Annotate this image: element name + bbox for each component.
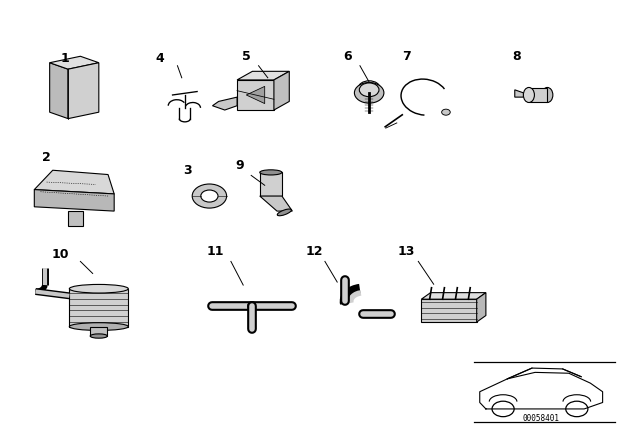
Polygon shape	[90, 327, 108, 336]
Ellipse shape	[69, 323, 128, 331]
Text: 00058401: 00058401	[523, 414, 560, 423]
Ellipse shape	[524, 87, 534, 103]
Polygon shape	[421, 293, 486, 299]
Text: 7: 7	[402, 50, 410, 63]
Polygon shape	[237, 80, 274, 110]
Circle shape	[359, 83, 379, 97]
Circle shape	[442, 109, 451, 115]
Text: 13: 13	[397, 246, 415, 258]
Text: 6: 6	[343, 50, 352, 63]
Polygon shape	[515, 90, 524, 97]
Polygon shape	[246, 86, 265, 103]
Polygon shape	[237, 71, 289, 80]
Polygon shape	[50, 63, 68, 119]
Text: 10: 10	[52, 248, 70, 261]
Circle shape	[358, 81, 380, 96]
Polygon shape	[274, 71, 289, 110]
Circle shape	[192, 184, 227, 208]
Circle shape	[355, 82, 384, 103]
Ellipse shape	[277, 209, 291, 216]
Polygon shape	[529, 88, 547, 102]
Circle shape	[201, 190, 218, 202]
Text: 4: 4	[156, 52, 164, 65]
Text: 2: 2	[42, 151, 51, 164]
Text: 3: 3	[184, 164, 192, 177]
Ellipse shape	[90, 334, 108, 338]
Polygon shape	[68, 211, 83, 226]
Ellipse shape	[69, 284, 128, 293]
Polygon shape	[35, 190, 114, 211]
Polygon shape	[35, 170, 114, 194]
Text: 11: 11	[207, 246, 224, 258]
Polygon shape	[68, 63, 99, 119]
Ellipse shape	[260, 170, 282, 175]
Text: 12: 12	[305, 246, 323, 258]
Polygon shape	[69, 289, 128, 327]
Text: 8: 8	[512, 50, 521, 63]
Polygon shape	[477, 293, 486, 322]
Text: 5: 5	[242, 50, 251, 63]
Polygon shape	[260, 196, 292, 211]
Text: 1: 1	[61, 52, 69, 65]
Polygon shape	[212, 97, 237, 110]
Text: 9: 9	[236, 159, 244, 172]
Ellipse shape	[542, 87, 553, 103]
Polygon shape	[260, 172, 282, 196]
Polygon shape	[50, 56, 99, 69]
Polygon shape	[421, 299, 477, 322]
